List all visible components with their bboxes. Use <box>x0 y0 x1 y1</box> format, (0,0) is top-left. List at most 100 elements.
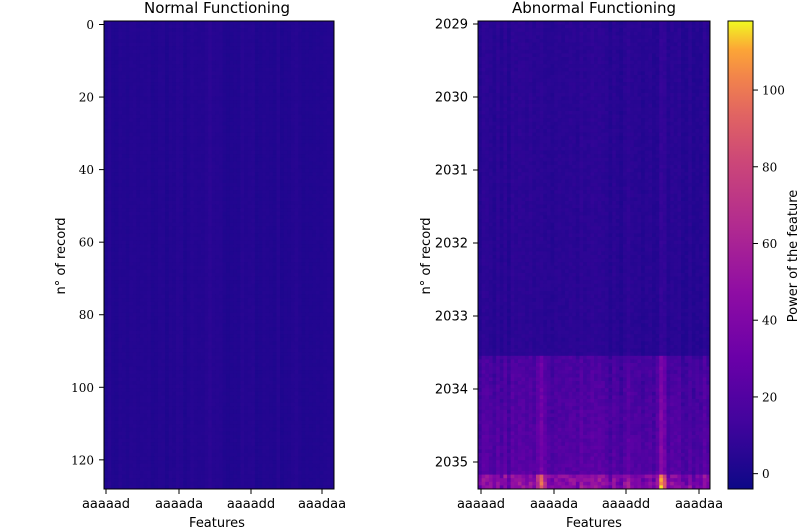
normal-heatmap-cell <box>104 168 108 173</box>
normal-heatmap-cell <box>215 136 220 141</box>
normal-heatmap-cell <box>272 197 277 202</box>
normal-heatmap-cell <box>147 154 152 159</box>
normal-heatmap-cell <box>172 215 177 220</box>
normal-heatmap-cell <box>136 139 141 144</box>
normal-heatmap-cell <box>111 161 116 166</box>
normal-heatmap-cell <box>197 107 202 112</box>
normal-heatmap-cell <box>283 132 288 137</box>
normal-heatmap-cell <box>319 172 324 177</box>
normal-heatmap-cell <box>168 118 173 123</box>
normal-heatmap-cell <box>287 251 292 256</box>
normal-heatmap-cell <box>121 107 126 112</box>
normal-heatmap-cell <box>308 276 313 281</box>
normal-heatmap-cell <box>319 28 324 33</box>
normal-heatmap-cell <box>107 287 112 292</box>
normal-heatmap-cell <box>254 291 259 295</box>
normal-heatmap-cell <box>204 75 209 79</box>
normal-heatmap-cell <box>168 287 173 292</box>
normal-heatmap-cell <box>219 139 223 144</box>
normal-heatmap-cell <box>179 21 184 25</box>
normal-heatmap-cell <box>186 291 191 295</box>
normal-heatmap-cell <box>265 229 270 234</box>
normal-heatmap-cell <box>240 100 245 105</box>
normal-heatmap-cell <box>265 287 270 292</box>
normal-heatmap-cell <box>161 28 166 33</box>
normal-heatmap-cell <box>323 258 328 263</box>
normal-heatmap-cell <box>121 42 126 47</box>
normal-heatmap-cell <box>165 265 170 270</box>
normal-heatmap-cell <box>172 175 177 180</box>
normal-heatmap-cell <box>147 244 152 249</box>
normal-heatmap-cell <box>236 21 241 25</box>
normal-heatmap-cell <box>136 60 141 65</box>
normal-heatmap-cell <box>244 291 249 295</box>
normal-heatmap-cell <box>107 46 112 51</box>
normal-heatmap-cell <box>301 31 306 36</box>
normal-heatmap-cell <box>172 298 177 303</box>
normal-heatmap-cell <box>211 53 216 58</box>
normal-heatmap-cell <box>179 262 184 267</box>
normal-heatmap-cell <box>294 258 299 263</box>
normal-heatmap-cell <box>262 129 267 133</box>
normal-heatmap-cell <box>287 100 292 105</box>
normal-heatmap-cell <box>298 154 303 159</box>
normal-heatmap-cell <box>247 136 252 141</box>
normal-heatmap-cell <box>154 154 159 159</box>
normal-heatmap-cell <box>211 247 216 252</box>
normal-heatmap-cell <box>165 150 170 155</box>
normal-heatmap-cell <box>172 136 177 141</box>
normal-heatmap-cell <box>330 287 335 292</box>
normal-heatmap-cell <box>308 53 313 58</box>
normal-heatmap-cell <box>326 172 331 177</box>
normal-heatmap-cell <box>330 39 335 43</box>
normal-heatmap-cell <box>175 31 180 36</box>
normal-heatmap-cell <box>305 82 310 87</box>
normal-heatmap-cell <box>125 96 130 101</box>
normal-heatmap-cell <box>197 294 202 299</box>
normal-heatmap-cell <box>323 201 328 205</box>
normal-heatmap-cell <box>247 208 252 213</box>
normal-heatmap-cell <box>168 193 173 198</box>
normal-heatmap-cell <box>330 175 335 180</box>
normal-heatmap-cell <box>283 24 288 29</box>
normal-heatmap-cell <box>269 211 274 216</box>
normal-heatmap-cell <box>240 42 245 47</box>
normal-heatmap-cell <box>190 179 195 184</box>
normal-heatmap-cell <box>197 262 202 267</box>
normal-heatmap-cell <box>197 64 202 69</box>
normal-heatmap-cell <box>301 229 306 234</box>
normal-heatmap-cell <box>301 157 306 162</box>
normal-heatmap-cell <box>240 269 245 274</box>
normal-heatmap-cell <box>186 168 191 173</box>
normal-heatmap-cell <box>125 183 130 187</box>
normal-heatmap-cell <box>125 132 130 137</box>
normal-heatmap-cell <box>229 114 234 119</box>
normal-heatmap-cell <box>280 255 285 259</box>
normal-heatmap-cell <box>143 31 148 36</box>
normal-heatmap-cell <box>161 247 166 252</box>
normal-heatmap-cell <box>226 197 231 202</box>
normal-heatmap-cell <box>229 291 234 295</box>
normal-heatmap-cell <box>215 143 220 148</box>
normal-heatmap-cell <box>139 75 144 79</box>
normal-heatmap-cell <box>132 283 137 288</box>
normal-heatmap-cell <box>276 132 281 137</box>
normal-heatmap-cell <box>150 269 155 274</box>
normal-heatmap-cell <box>305 103 310 108</box>
normal-heatmap-cell <box>143 121 148 126</box>
normal-heatmap-cell <box>121 291 126 295</box>
normal-heatmap-cell <box>204 172 209 177</box>
normal-heatmap-cell <box>287 28 292 33</box>
normal-heatmap-cell <box>258 121 263 126</box>
normal-heatmap-cell <box>114 237 119 241</box>
normal-heatmap-cell <box>168 132 173 137</box>
normal-heatmap-cell <box>226 114 231 119</box>
normal-heatmap-cell <box>211 100 216 105</box>
normal-heatmap-cell <box>229 240 234 245</box>
normal-heatmap-cell <box>305 121 310 126</box>
normal-heatmap-cell <box>186 46 191 51</box>
normal-heatmap-cell <box>298 111 303 115</box>
normal-heatmap-cell <box>251 172 256 177</box>
normal-heatmap-cell <box>262 190 267 195</box>
normal-heatmap-cell <box>168 24 173 29</box>
